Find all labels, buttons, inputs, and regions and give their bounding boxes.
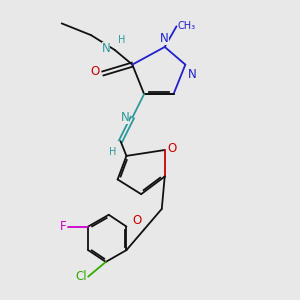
Text: O: O	[91, 65, 100, 79]
Text: H: H	[109, 147, 116, 157]
Text: O: O	[132, 214, 141, 226]
Text: Cl: Cl	[75, 270, 87, 283]
Text: CH₃: CH₃	[178, 21, 196, 31]
Text: N: N	[121, 111, 129, 124]
Text: O: O	[168, 142, 177, 155]
Text: N: N	[160, 32, 169, 46]
Text: N: N	[101, 42, 110, 55]
Text: N: N	[188, 68, 197, 81]
Text: H: H	[118, 35, 125, 46]
Text: F: F	[59, 220, 66, 233]
